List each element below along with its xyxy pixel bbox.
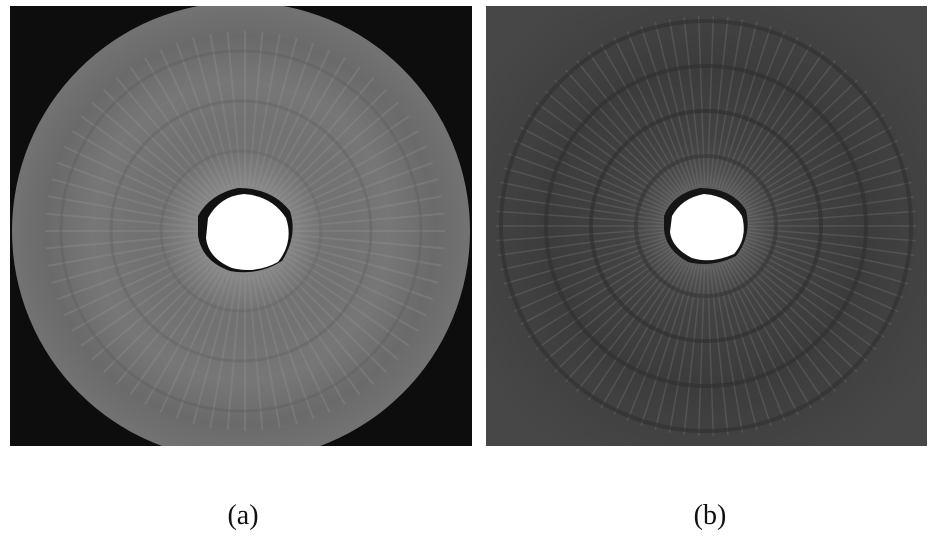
ct-image-b	[486, 6, 927, 446]
metal-implant-b	[670, 194, 744, 261]
ct-scan-b-graphic	[486, 6, 927, 446]
ct-image-a	[10, 6, 472, 446]
caption-b: (b)	[693, 500, 727, 531]
metal-implant-a	[206, 194, 289, 270]
caption-a: (a)	[227, 500, 259, 531]
ct-scan-a-graphic	[12, 6, 470, 446]
